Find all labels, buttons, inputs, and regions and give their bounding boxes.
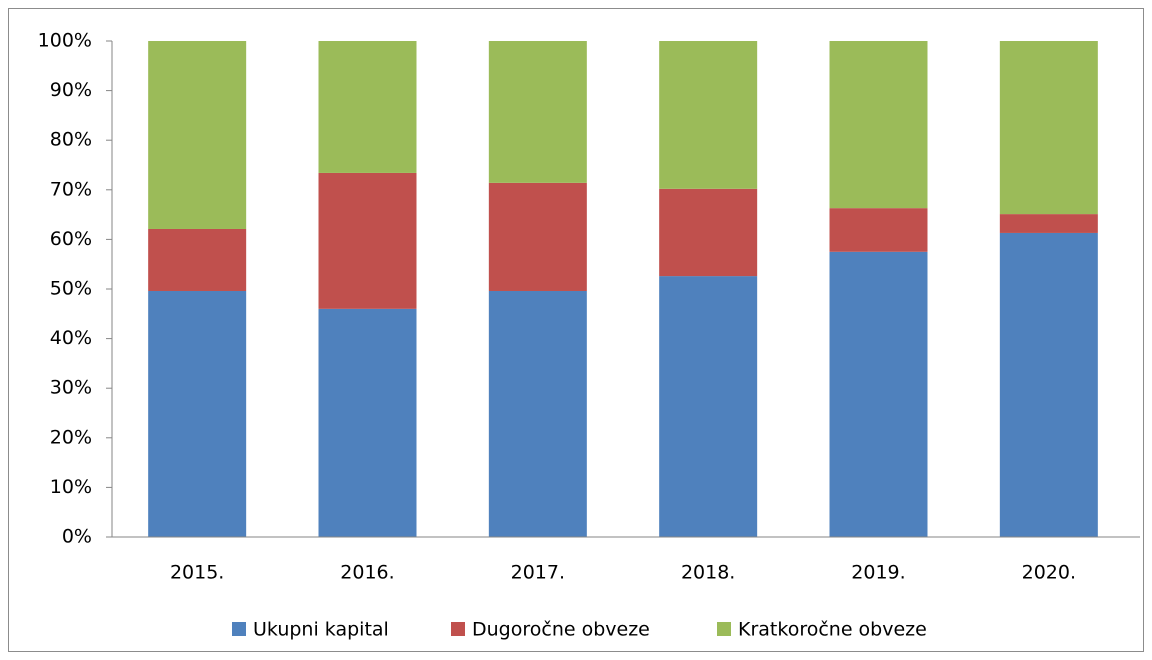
legend-swatch	[717, 622, 731, 636]
bar-segment	[488, 41, 587, 183]
bar-segment	[659, 41, 758, 189]
x-tick-label: 2018.	[681, 562, 735, 584]
legend-swatch	[232, 622, 246, 636]
y-tick-label: 30%	[50, 377, 92, 399]
bar-segment	[148, 290, 247, 537]
x-tick-label: 2019.	[851, 562, 905, 584]
y-tick-label: 60%	[50, 228, 92, 250]
y-tick-label: 10%	[50, 476, 92, 498]
bar-segment	[488, 182, 587, 291]
legend-label: Dugoročne obveze	[472, 619, 650, 641]
y-tick-label: 20%	[50, 426, 92, 448]
bar-segment	[999, 232, 1098, 537]
bar-segment	[318, 308, 417, 537]
bar-segment	[659, 188, 758, 277]
bar-segment	[318, 41, 417, 173]
y-tick-label: 0%	[62, 526, 92, 548]
bar-segment	[829, 208, 928, 252]
bar-segment	[829, 41, 928, 209]
bar-segment	[488, 290, 587, 537]
bar-segment	[999, 41, 1098, 215]
y-tick-label: 40%	[50, 327, 92, 349]
legend-label: Ukupni kapital	[253, 619, 389, 641]
bar-segment	[148, 41, 247, 229]
bar-segment	[999, 214, 1098, 233]
x-tick-label: 2015.	[170, 562, 224, 584]
x-tick-label: 2017.	[511, 562, 565, 584]
y-tick-label: 50%	[50, 278, 92, 300]
legend-label: Kratkoročne obveze	[738, 619, 927, 641]
bar-segment	[659, 276, 758, 537]
bar-segment	[318, 172, 417, 309]
legend-swatch	[451, 622, 465, 636]
x-tick-label: 2016.	[340, 562, 394, 584]
y-tick-label: 70%	[50, 178, 92, 200]
x-tick-label: 2020.	[1022, 562, 1076, 584]
bar-segment	[829, 251, 928, 538]
bar-segment	[148, 228, 247, 291]
y-tick-label: 90%	[50, 79, 92, 101]
y-tick-label: 80%	[50, 129, 92, 151]
y-tick-label: 100%	[38, 30, 92, 52]
